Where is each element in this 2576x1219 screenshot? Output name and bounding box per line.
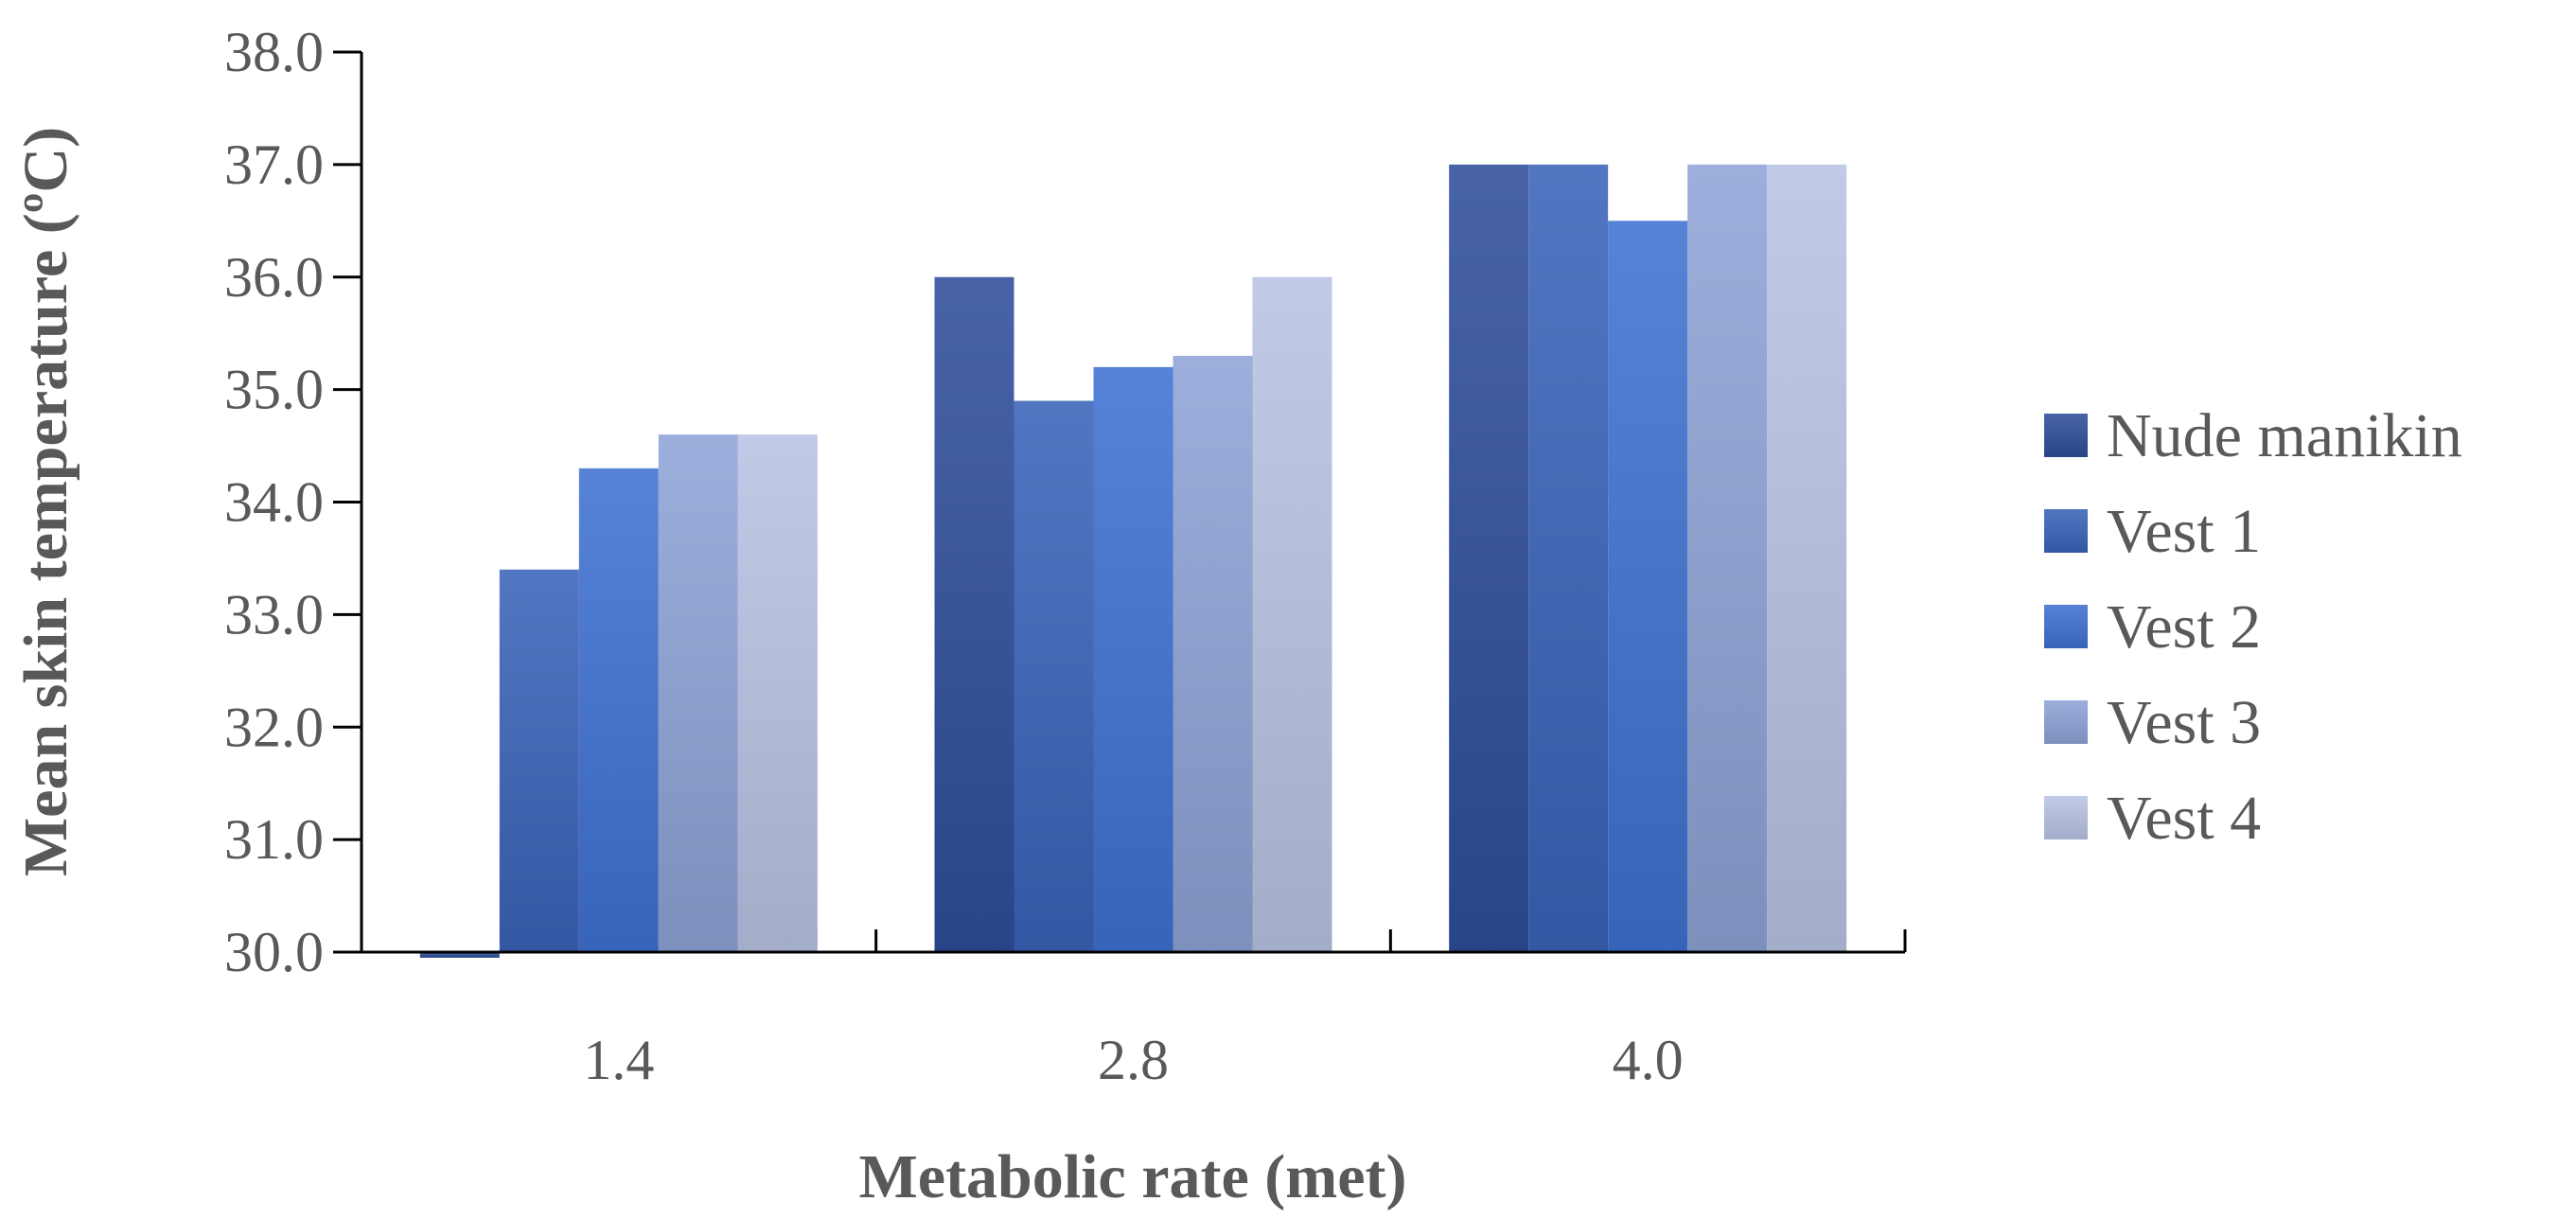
legend-swatch-vest-4 bbox=[2044, 796, 2088, 839]
x-ticks: 1.4 2.8 4.0 bbox=[583, 929, 1907, 1091]
y-ticks: 30.0 31.0 32.0 33.0 34.0 35.0 36.0 37.0 38.0 bbox=[224, 21, 362, 983]
y-tick-label: 35.0 bbox=[224, 359, 324, 421]
bar-vest-1-2.8 bbox=[1014, 400, 1094, 952]
legend-swatch-vest-1 bbox=[2044, 509, 2088, 553]
y-axis-title: Mean skin temperature (ºC) bbox=[11, 127, 80, 876]
y-tick-label: 37.0 bbox=[224, 133, 324, 196]
bar-nude-manikin-4.0 bbox=[1449, 164, 1529, 952]
bar-vest-4-1.4 bbox=[737, 434, 818, 952]
bar-vest-4-2.8 bbox=[1252, 276, 1332, 952]
legend-label-vest-3: Vest 3 bbox=[2107, 688, 2261, 757]
bars-layer bbox=[419, 164, 1847, 958]
bar-vest-1-4.0 bbox=[1528, 164, 1609, 952]
legend-swatch-nude-manikin bbox=[2044, 414, 2088, 457]
y-tick-label: 38.0 bbox=[224, 21, 324, 83]
legend-label-vest-1: Vest 1 bbox=[2107, 497, 2261, 566]
bar-vest-2-4.0 bbox=[1608, 221, 1688, 952]
bar-vest-3-2.8 bbox=[1173, 355, 1253, 952]
bar-vest-3-4.0 bbox=[1687, 164, 1768, 952]
legend-swatch-vest-2 bbox=[2044, 605, 2088, 648]
x-tick-label: 2.8 bbox=[1098, 1029, 1169, 1091]
y-tick-label: 36.0 bbox=[224, 246, 324, 309]
bar-nude-manikin-1.4 bbox=[419, 952, 500, 958]
legend-label-vest-4: Vest 4 bbox=[2107, 784, 2261, 853]
bar-vest-2-2.8 bbox=[1093, 366, 1173, 953]
y-tick-label: 30.0 bbox=[224, 921, 324, 983]
legend-swatch-vest-3 bbox=[2044, 700, 2088, 744]
legend: Nude manikin Vest 1 Vest 2 Vest 3 Vest 4 bbox=[2044, 401, 2462, 853]
bar-vest-2-1.4 bbox=[578, 468, 659, 952]
legend-label-nude-manikin: Nude manikin bbox=[2107, 401, 2462, 470]
bar-vest-4-4.0 bbox=[1767, 164, 1847, 952]
y-tick-label: 34.0 bbox=[224, 471, 324, 534]
y-tick-label: 31.0 bbox=[224, 808, 324, 871]
bar-vest-1-1.4 bbox=[499, 569, 579, 952]
bar-vest-3-1.4 bbox=[658, 434, 738, 952]
y-axis: 30.0 31.0 32.0 33.0 34.0 35.0 36.0 37.0 38.0 bbox=[224, 21, 363, 983]
x-axis: 1.4 2.8 4.0 bbox=[362, 929, 1907, 1091]
y-tick-label: 32.0 bbox=[224, 696, 324, 758]
bar-nude-manikin-2.8 bbox=[934, 276, 1015, 952]
y-tick-label: 33.0 bbox=[224, 583, 324, 645]
legend-label-vest-2: Vest 2 bbox=[2107, 592, 2261, 662]
x-axis-title: Metabolic rate (met) bbox=[858, 1142, 1406, 1211]
x-tick-label: 4.0 bbox=[1613, 1029, 1684, 1091]
x-tick-label: 1.4 bbox=[583, 1029, 654, 1091]
